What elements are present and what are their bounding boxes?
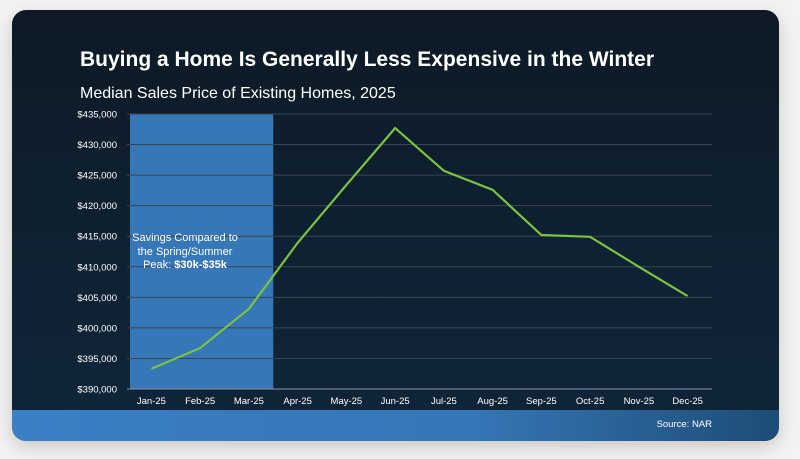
y-tick-label: $395,000	[77, 354, 117, 365]
x-tick-label: Nov-25	[624, 396, 655, 407]
y-tick-label: $425,000	[77, 171, 117, 182]
y-tick-label: $430,000	[77, 140, 117, 151]
y-tick-label: $405,000	[77, 293, 117, 304]
x-tick-label: May-25	[331, 396, 363, 407]
x-tick-label: Feb-25	[185, 396, 215, 407]
y-tick-label: $390,000	[77, 385, 117, 396]
footer-bar: Source: NAR	[12, 410, 779, 441]
x-tick-label: Sep-25	[526, 396, 557, 407]
x-tick-label: Apr-25	[283, 396, 312, 407]
annotation-prefix: Peak:	[143, 259, 175, 271]
annotation-line-1: Savings Compared to	[132, 232, 238, 244]
winter-highlight-band	[130, 114, 274, 389]
y-tick-label: $415,000	[77, 232, 117, 243]
annotation-line-3: Peak: $30k-$35k	[118, 259, 252, 273]
series-line	[150, 126, 689, 370]
x-tick-label: Mar-25	[234, 396, 264, 407]
annotation-line-2: the Spring/Summer	[137, 245, 233, 258]
x-tick-label: Dec-25	[672, 396, 703, 407]
y-tick-label: $400,000	[77, 323, 117, 334]
savings-annotation: Savings Compared to the Spring/Summer Pe…	[118, 232, 252, 273]
y-tick-label: $410,000	[77, 262, 117, 273]
y-tick-label: $435,000	[77, 110, 117, 121]
source-label: Source: NAR	[656, 419, 712, 430]
annotation-savings-value: $30k-$35k	[174, 259, 227, 271]
chart-subtitle: Median Sales Price of Existing Homes, 20…	[80, 85, 396, 102]
x-tick-label: Jul-25	[431, 396, 457, 407]
x-tick-label: Aug-25	[477, 396, 508, 407]
chart-title: Buying a Home Is Generally Less Expensiv…	[80, 48, 654, 71]
y-tick-label: $420,000	[77, 201, 117, 212]
x-tick-label: Jun-25	[381, 396, 410, 407]
x-tick-label: Oct-25	[576, 396, 605, 407]
x-tick-label: Jan-25	[137, 396, 166, 407]
